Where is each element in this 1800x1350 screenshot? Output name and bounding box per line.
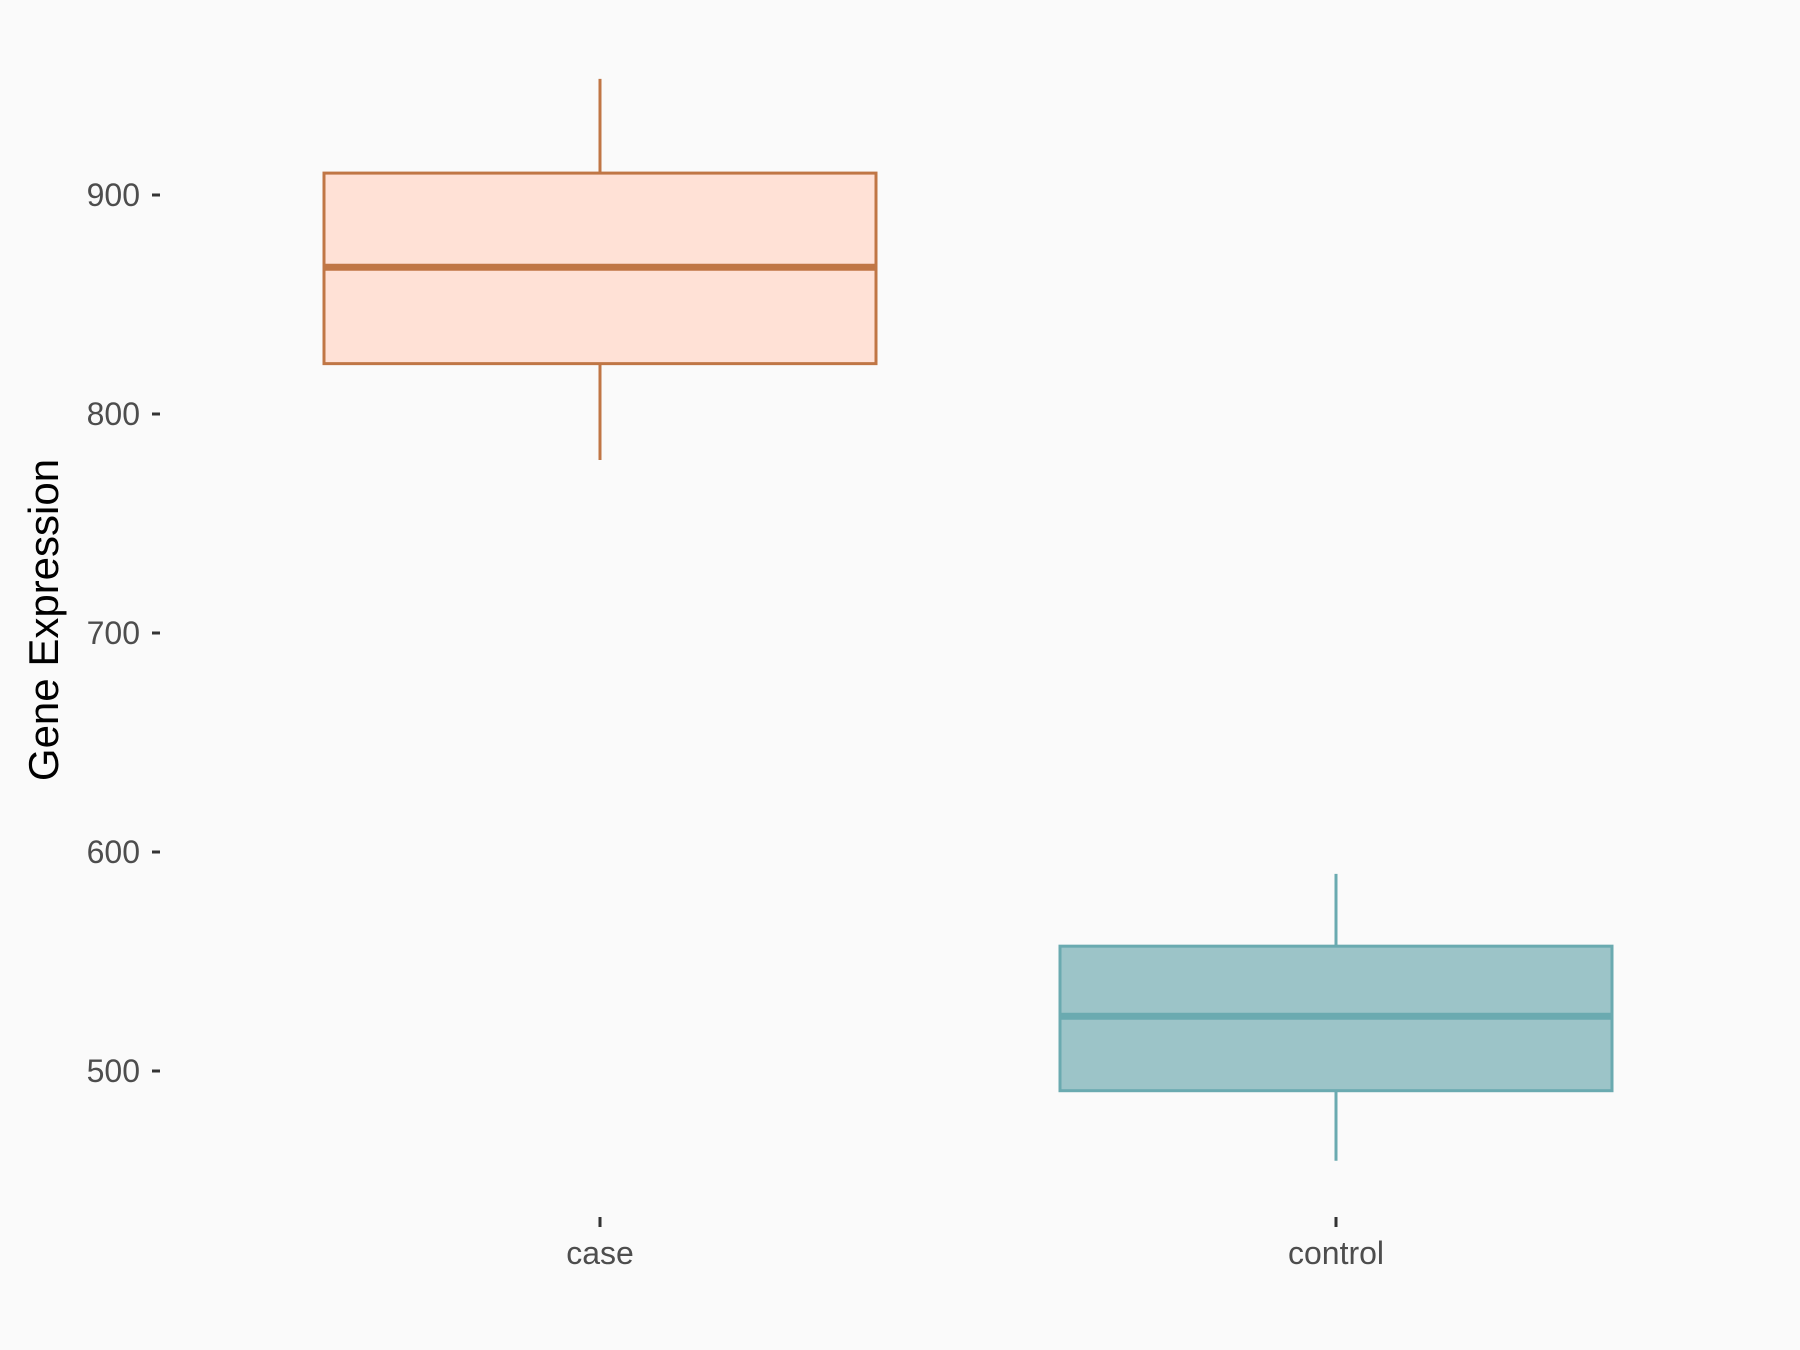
y-tick-label: 700 [87, 615, 140, 651]
y-tick-label: 900 [87, 177, 140, 213]
x-tick-label-control: control [1288, 1235, 1384, 1271]
box-case [322, 78, 878, 460]
y-tick-label: 800 [87, 396, 140, 432]
y-tick-label: 500 [87, 1053, 140, 1089]
y-tick-label: 600 [87, 834, 140, 870]
x-tick-label-case: case [566, 1235, 634, 1271]
x-axis: case control [566, 1217, 1384, 1271]
boxes [322, 78, 1614, 1161]
box-control [1058, 873, 1614, 1161]
y-axis: 500 600 700 800 900 [87, 177, 160, 1089]
y-axis-title: Gene Expression [20, 459, 67, 781]
